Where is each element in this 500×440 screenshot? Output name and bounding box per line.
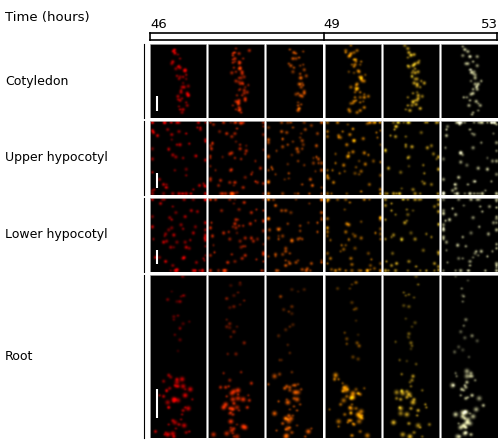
Text: 49: 49 xyxy=(324,18,340,31)
Text: Lower hypocotyl: Lower hypocotyl xyxy=(5,228,108,241)
Text: 53: 53 xyxy=(480,18,498,31)
Text: Time (hours): Time (hours) xyxy=(5,11,89,24)
Text: Upper hypocotyl: Upper hypocotyl xyxy=(5,151,108,165)
Text: Root: Root xyxy=(5,350,34,363)
Text: 46: 46 xyxy=(150,18,167,31)
Text: Cotyledon: Cotyledon xyxy=(5,75,68,88)
